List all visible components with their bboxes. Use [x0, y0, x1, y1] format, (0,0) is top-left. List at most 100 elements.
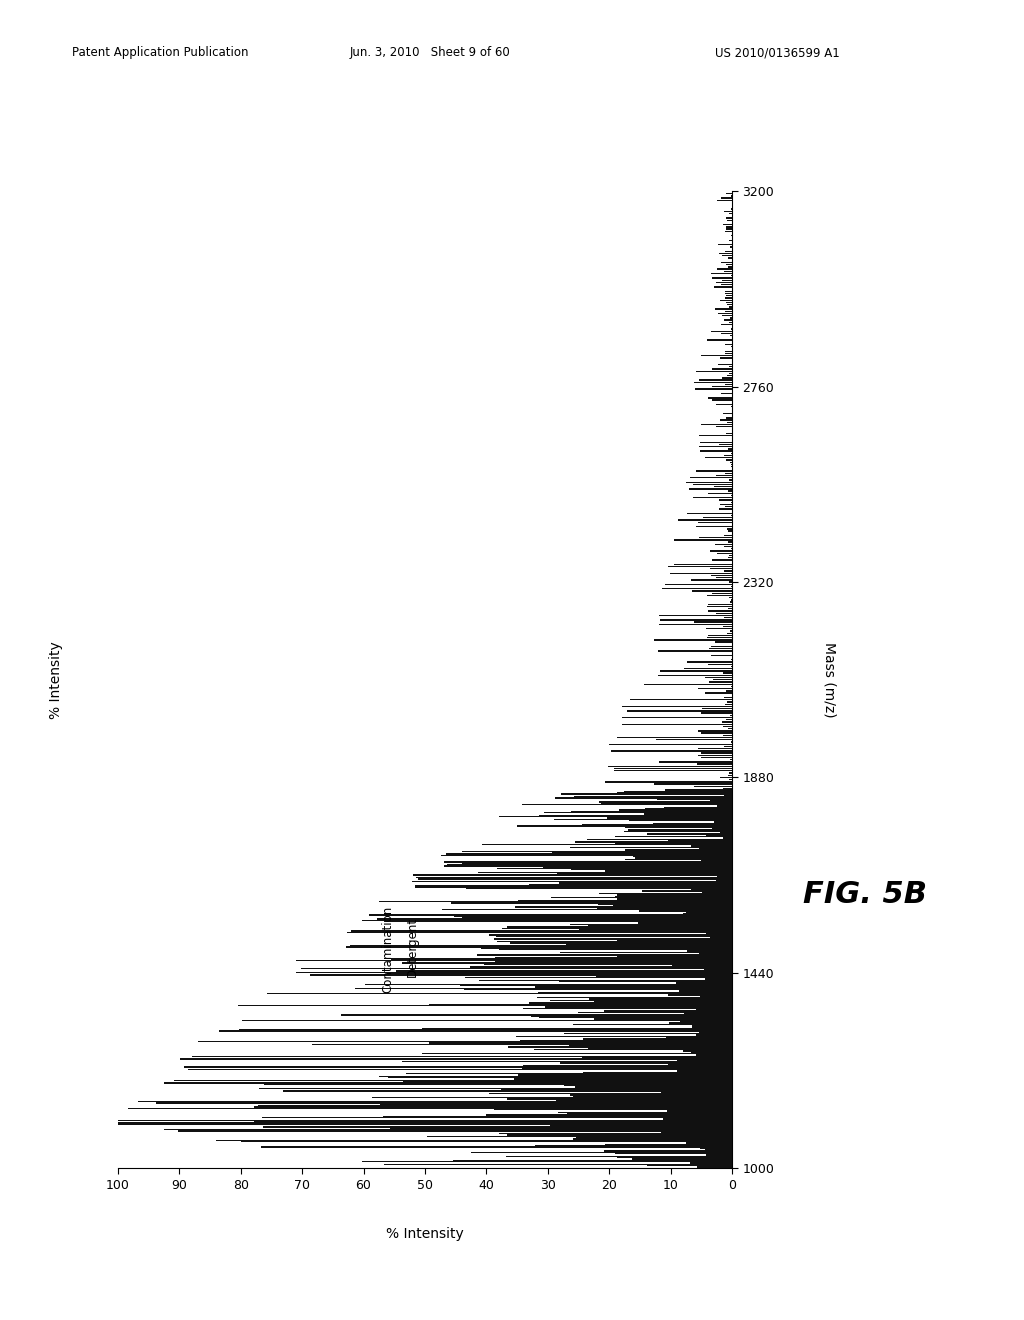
Bar: [708, 603, 732, 605]
Bar: [118, 1122, 732, 1123]
Bar: [716, 612, 732, 614]
Bar: [554, 818, 732, 820]
Bar: [529, 1002, 732, 1003]
Bar: [538, 997, 732, 998]
Bar: [730, 548, 732, 549]
Bar: [301, 968, 732, 969]
Bar: [588, 1048, 732, 1049]
Bar: [377, 919, 732, 920]
Bar: [712, 560, 732, 561]
Bar: [701, 713, 732, 714]
Bar: [499, 949, 732, 950]
Bar: [705, 693, 732, 694]
Bar: [718, 244, 732, 246]
Bar: [700, 752, 732, 754]
Bar: [254, 1121, 732, 1122]
Bar: [659, 615, 732, 616]
Bar: [708, 595, 732, 597]
Bar: [350, 931, 732, 932]
Bar: [677, 1060, 732, 1061]
Bar: [350, 945, 732, 946]
Bar: [694, 381, 732, 383]
Bar: [636, 857, 732, 858]
Bar: [157, 1102, 732, 1104]
Bar: [296, 960, 732, 961]
Bar: [691, 890, 732, 891]
Bar: [658, 651, 732, 652]
Bar: [729, 479, 732, 480]
Bar: [401, 1061, 732, 1063]
Bar: [625, 830, 732, 832]
Bar: [720, 508, 732, 510]
Bar: [731, 195, 732, 197]
Bar: [691, 590, 732, 591]
Bar: [625, 849, 732, 850]
Bar: [698, 755, 732, 756]
Bar: [722, 198, 732, 199]
Bar: [138, 1101, 732, 1102]
Bar: [573, 796, 732, 797]
Bar: [727, 219, 732, 220]
Bar: [614, 1152, 732, 1154]
Bar: [709, 492, 732, 494]
Bar: [510, 942, 732, 944]
Bar: [164, 1129, 732, 1130]
Bar: [639, 911, 732, 912]
Bar: [727, 304, 732, 305]
Bar: [725, 473, 732, 474]
Bar: [698, 521, 732, 523]
Bar: [379, 1076, 732, 1077]
Bar: [383, 1115, 732, 1117]
Bar: [709, 635, 732, 636]
Bar: [717, 805, 732, 807]
Bar: [722, 378, 732, 379]
Bar: [615, 836, 732, 837]
Bar: [701, 756, 732, 758]
Bar: [706, 1148, 732, 1150]
Bar: [267, 993, 732, 994]
Bar: [444, 861, 732, 862]
Bar: [626, 858, 732, 859]
Bar: [582, 824, 732, 825]
Bar: [216, 1139, 732, 1140]
Bar: [496, 936, 732, 937]
Bar: [728, 727, 732, 730]
Bar: [694, 622, 732, 623]
Bar: [391, 958, 732, 960]
Bar: [707, 834, 732, 836]
Bar: [501, 1089, 732, 1090]
Bar: [725, 616, 732, 618]
Bar: [717, 199, 732, 201]
Bar: [723, 672, 732, 673]
Bar: [488, 935, 732, 936]
Bar: [516, 1036, 732, 1038]
Bar: [522, 1065, 732, 1067]
Bar: [617, 1156, 732, 1158]
Bar: [728, 322, 732, 323]
Bar: [725, 352, 732, 354]
Bar: [659, 619, 732, 620]
Bar: [477, 954, 732, 956]
Bar: [365, 983, 732, 985]
Bar: [711, 574, 732, 576]
Text: Patent Application Publication: Patent Application Publication: [72, 46, 248, 59]
Bar: [183, 1067, 732, 1068]
Bar: [441, 854, 732, 855]
Bar: [715, 286, 732, 288]
Bar: [633, 855, 732, 857]
Bar: [446, 853, 732, 854]
Bar: [725, 293, 732, 294]
Text: FIG. 5B: FIG. 5B: [803, 880, 928, 909]
Bar: [670, 1023, 732, 1024]
Bar: [726, 296, 732, 297]
Bar: [698, 847, 732, 849]
Bar: [727, 421, 732, 422]
Bar: [662, 1131, 732, 1133]
Bar: [502, 928, 732, 929]
Bar: [719, 253, 732, 255]
Bar: [725, 506, 732, 507]
Bar: [725, 231, 732, 232]
Bar: [427, 1135, 732, 1137]
Bar: [726, 193, 732, 194]
Bar: [569, 1045, 732, 1047]
